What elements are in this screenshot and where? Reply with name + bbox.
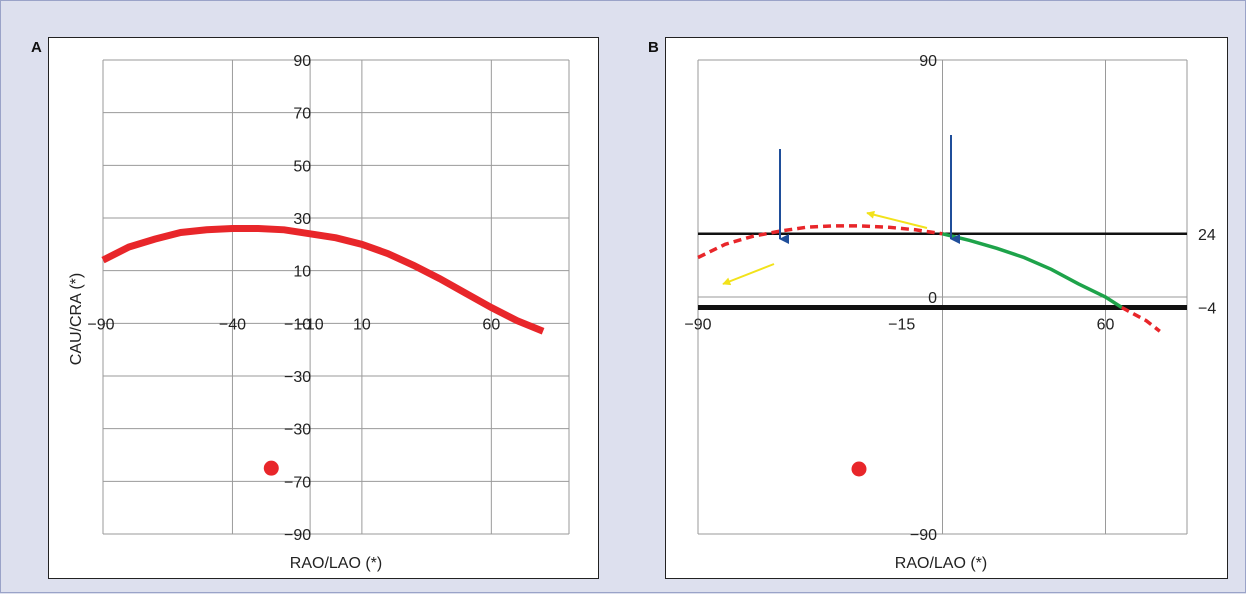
panel-b-yellow-arrow xyxy=(722,263,775,286)
panel-a-y-tick-label: 90 xyxy=(293,53,311,70)
panel-b-point xyxy=(851,461,867,477)
panel-b-y-tick-label: 90 xyxy=(919,53,937,70)
panel-a-x-tick-label: −40 xyxy=(219,316,246,333)
panel-a-y-axis-title: CAU/CRA (*) xyxy=(68,273,85,365)
panel-a-y-tick-label: −90 xyxy=(284,527,311,544)
panel-a-x-tick-label: 60 xyxy=(482,316,500,333)
panel-a-x-tick-label: 10 xyxy=(353,316,371,333)
panel-a-y-tick-label: −10 xyxy=(284,316,311,333)
panel-b-hline-label: 24 xyxy=(1198,227,1216,244)
panel-b-letter: B xyxy=(648,39,659,56)
panel-b-yellow-arrow xyxy=(866,210,928,229)
panel-b-x-tick-label: −15 xyxy=(888,317,915,334)
panel-a-y-tick-label: −70 xyxy=(284,474,311,491)
panel-b-hline-label: −4 xyxy=(1198,301,1216,318)
panel-a-point xyxy=(263,460,279,476)
panel-a-y-tick-label: −30 xyxy=(284,369,311,386)
panel-a-y-tick-label: 70 xyxy=(293,106,311,123)
panel-a-letter: A xyxy=(31,39,42,56)
panel-a-y-tick-label: −30 xyxy=(284,422,311,439)
panel-b-x-tick-label: 60 xyxy=(1097,317,1115,334)
panel-b-series-line xyxy=(942,232,1123,309)
panel-a-y-tick-label: 50 xyxy=(293,158,311,175)
panel-b-series-line xyxy=(1120,305,1161,333)
panel-a-y-tick-label: 30 xyxy=(293,211,311,228)
panel-a-x-tick-label: −90 xyxy=(87,316,114,333)
panel-a-y-tick-label: 10 xyxy=(293,264,311,281)
panel-b-x-tick-label: −90 xyxy=(684,317,711,334)
panel-b-y-tick-label: 0 xyxy=(928,290,937,307)
panel-a-x-tick-label: −10 xyxy=(297,316,324,333)
panel-b-y-tick-label: −90 xyxy=(910,527,937,544)
panel-b-series-line xyxy=(697,224,943,260)
panel-a-x-axis-title: RAO/LAO (*) xyxy=(290,555,382,572)
panel-b-x-axis-title: RAO/LAO (*) xyxy=(895,555,987,572)
panel-a-series-line xyxy=(101,225,545,335)
panel-a xyxy=(48,37,599,579)
